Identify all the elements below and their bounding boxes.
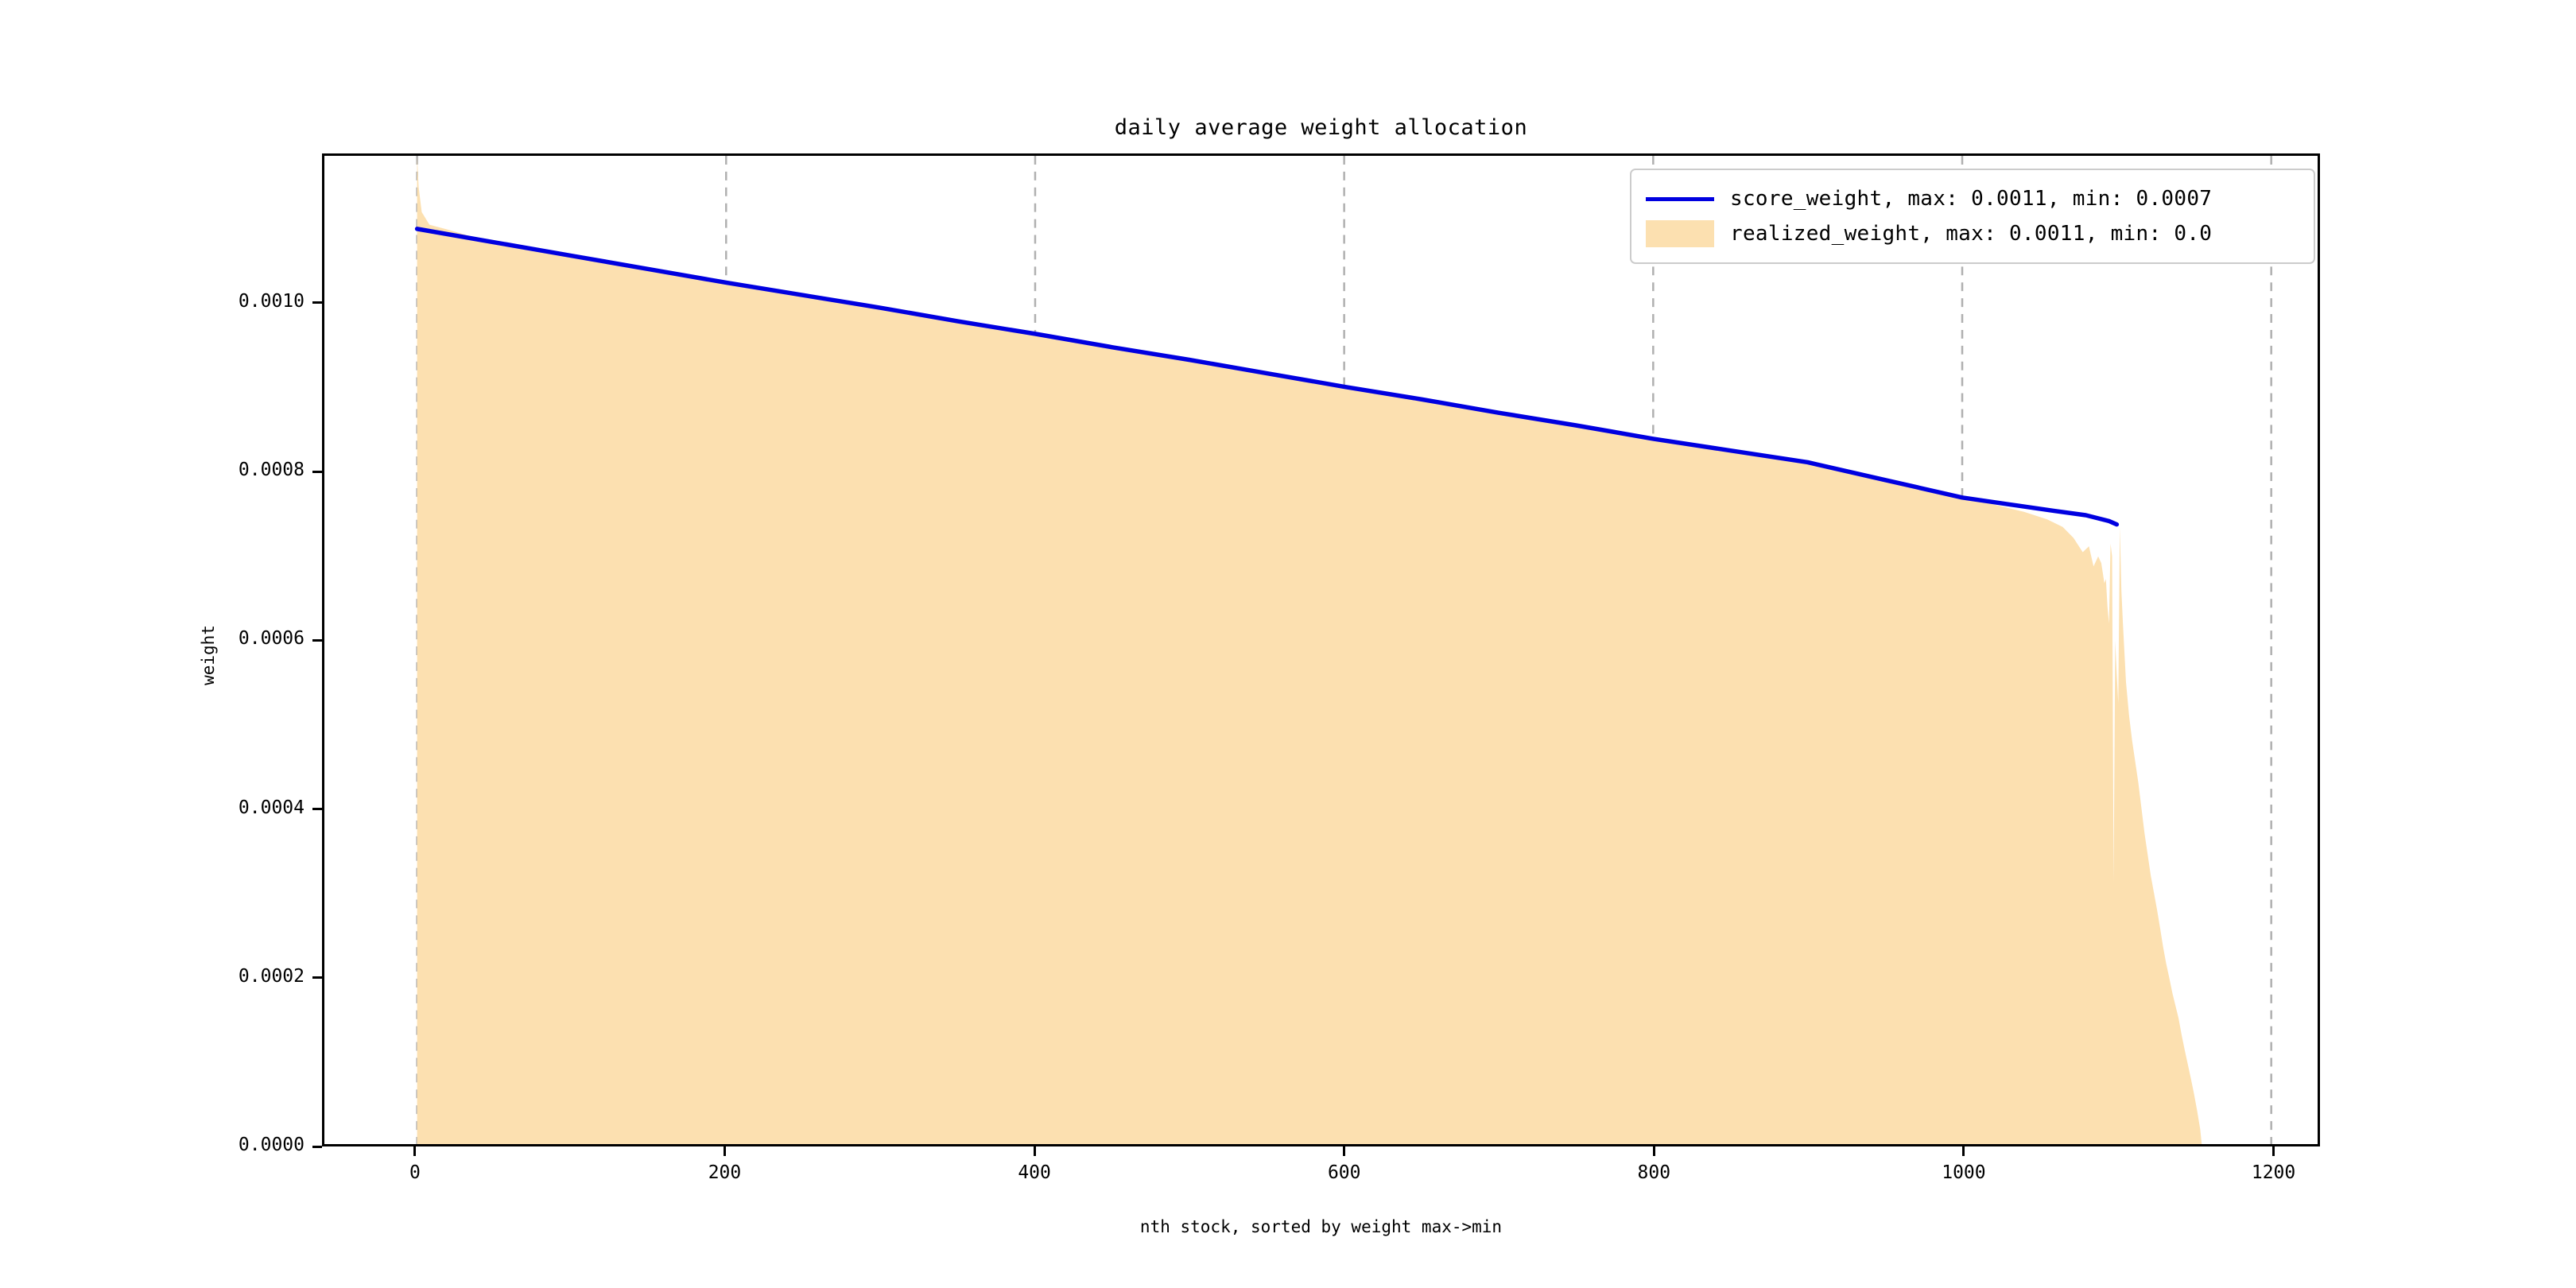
score-weight-line [414,227,2120,527]
legend-item-realized-weight[interactable]: realized_weight, max: 0.0011, min: 0.0 [1646,216,2299,251]
x-tick-label: 600 [1327,1162,1361,1183]
x-tick-label: 0 [409,1162,421,1183]
x-tick-mark [1033,1146,1036,1156]
x-tick-mark [413,1146,417,1156]
area-path-realized-weight [417,156,2202,1144]
chart-title: daily average weight allocation [1114,115,1528,140]
y-tick-mark [312,638,322,642]
y-tick-mark [312,808,322,811]
y-tick-mark [312,301,322,305]
legend-item-score-weight[interactable]: score_weight, max: 0.0011, min: 0.0007 [1646,181,2299,216]
x-tick-label: 400 [1018,1162,1051,1183]
y-tick-label: 0.0010 [238,290,305,312]
y-tick-label: 0.0004 [238,797,305,818]
y-tick-label: 0.0008 [238,460,305,481]
legend-patch-swatch-icon [1646,220,1714,247]
y-axis-label: weight [199,625,218,685]
y-tick-mark [312,976,322,980]
x-tick-mark [1962,1146,1965,1156]
x-tick-mark [723,1146,726,1156]
x-tick-mark [2272,1146,2275,1156]
y-tick-label: 0.0000 [238,1135,305,1155]
y-tick-label: 0.0002 [238,965,305,987]
x-tick-mark [1652,1146,1655,1156]
legend-label-realized-weight: realized_weight, max: 0.0011, min: 0.0 [1730,222,2213,246]
x-tick-label: 1200 [2251,1162,2296,1183]
x-tick-label: 800 [1637,1162,1671,1183]
x-tick-label: 1000 [1942,1162,1986,1183]
line-path-score-weight [414,227,2120,527]
plot-canvas [414,156,2272,1144]
y-tick-label: 0.0006 [238,628,305,650]
legend-line-swatch-icon [1646,188,1714,210]
x-tick-label: 200 [708,1162,742,1183]
realized-weight-area [417,156,2202,1144]
y-tick-mark [312,470,322,473]
x-tick-mark [1343,1146,1346,1156]
legend-label-score-weight: score_weight, max: 0.0011, min: 0.0007 [1730,187,2213,211]
x-axis-label: nth stock, sorted by weight max->min [1139,1217,1503,1236]
y-tick-mark [312,1145,322,1148]
chart-legend[interactable]: score_weight, max: 0.0011, min: 0.0007 r… [1630,169,2315,264]
plot-area [322,153,2320,1146]
